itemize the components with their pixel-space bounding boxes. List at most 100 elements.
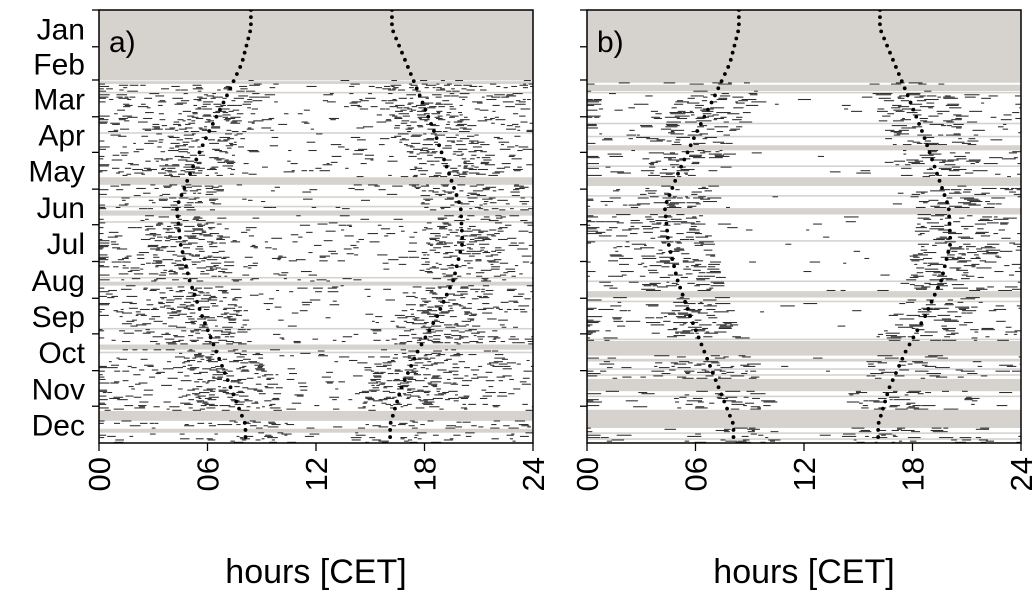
activity-segment (747, 363, 761, 365)
activity-segment (645, 289, 661, 292)
activity-segment (375, 87, 382, 89)
activity-segment (367, 295, 371, 297)
activity-segment (639, 275, 646, 277)
activity-segment (159, 119, 166, 121)
no-data-row (587, 180, 1021, 183)
activity-segment (295, 259, 306, 261)
activity-segment (630, 225, 635, 227)
activity-segment (99, 378, 106, 381)
activity-segment (116, 94, 128, 96)
activity-segment (394, 116, 402, 118)
activity-segment (974, 193, 987, 195)
activity-segment (409, 329, 415, 331)
activity-segment (275, 289, 280, 292)
activity-segment (157, 101, 167, 103)
activity-segment (521, 425, 530, 427)
activity-segment (955, 117, 962, 120)
sunset-point (937, 178, 942, 183)
activity-segment (712, 82, 723, 84)
activity-segment (383, 288, 392, 290)
sunrise-point (188, 171, 192, 176)
activity-segment (651, 370, 665, 372)
activity-segment (99, 295, 107, 297)
activity-segment (209, 369, 218, 371)
activity-segment (695, 221, 701, 223)
activity-segment (124, 96, 129, 98)
activity-segment (1001, 158, 1016, 160)
activity-segment (303, 109, 310, 111)
activity-segment (204, 403, 215, 405)
activity-segment (417, 389, 424, 391)
activity-segment (175, 145, 187, 147)
activity-segment (322, 164, 333, 166)
activity-segment (587, 400, 594, 402)
activity-segment (596, 221, 606, 223)
sunrise-point (672, 264, 676, 269)
activity-segment (900, 429, 915, 432)
activity-segment (178, 148, 189, 150)
activity-segment (474, 206, 481, 208)
activity-segment (236, 184, 243, 186)
activity-segment (240, 326, 244, 328)
activity-segment (951, 166, 961, 168)
no-data-row (99, 78, 533, 81)
activity-segment (189, 154, 197, 156)
activity-segment (188, 237, 199, 239)
activity-segment (186, 305, 195, 307)
activity-segment (457, 184, 466, 186)
activity-segment (692, 259, 699, 261)
activity-segment (477, 308, 487, 311)
activity-segment (926, 144, 938, 146)
activity-segment (398, 343, 406, 345)
activity-segment (161, 159, 169, 161)
activity-segment (396, 326, 406, 328)
activity-segment (926, 299, 935, 301)
activity-segment (459, 190, 464, 192)
sunrise-point (218, 107, 222, 112)
activity-segment (478, 243, 490, 245)
activity-segment (109, 397, 120, 399)
activity-segment (423, 321, 429, 324)
activity-segment (365, 396, 373, 398)
activity-segment (496, 167, 505, 169)
activity-segment (440, 79, 445, 82)
activity-segment (122, 380, 129, 382)
activity-segment (937, 96, 941, 98)
activity-segment (129, 303, 137, 305)
sunset-point (878, 15, 882, 20)
activity-segment (701, 369, 707, 371)
activity-segment (212, 93, 216, 95)
activity-segment (373, 339, 381, 341)
activity-segment (437, 369, 447, 371)
activity-segment (417, 438, 422, 440)
activity-segment (649, 164, 655, 166)
activity-segment (911, 339, 920, 341)
no-data-row (587, 38, 1021, 41)
activity-segment (687, 206, 693, 208)
partial-data-row (99, 214, 533, 216)
activity-segment (209, 157, 219, 159)
activity-segment (149, 422, 155, 424)
activity-segment (178, 396, 183, 398)
activity-segment (306, 141, 316, 143)
activity-segment (191, 133, 196, 135)
activity-segment (685, 217, 698, 219)
activity-segment (171, 311, 181, 313)
activity-segment (179, 304, 186, 306)
sunset-point (929, 299, 934, 304)
activity-segment (427, 128, 436, 130)
activity-segment (949, 107, 962, 109)
activity-segment (939, 189, 951, 191)
activity-segment (424, 261, 430, 263)
activity-segment (143, 394, 153, 396)
activity-segment (206, 191, 217, 193)
activity-segment (452, 303, 459, 305)
sunrise-point (737, 15, 741, 20)
activity-segment (448, 390, 458, 392)
sunrise-point (203, 136, 208, 141)
activity-segment (412, 421, 418, 423)
activity-segment (461, 158, 467, 160)
sunrise-point (668, 250, 673, 254)
no-data-row (99, 180, 533, 183)
activity-segment (910, 274, 918, 276)
